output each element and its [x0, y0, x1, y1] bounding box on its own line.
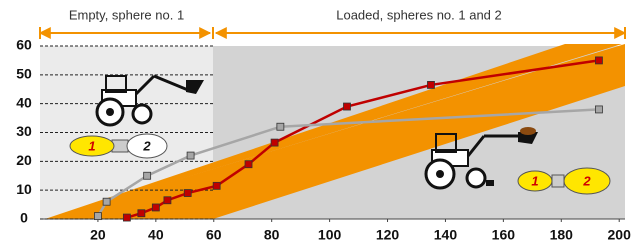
- y-tick-label: 50: [16, 66, 32, 82]
- data-point: [343, 103, 350, 110]
- y-tick-label: 10: [16, 181, 32, 197]
- annotation: Empty, sphere no. 1: [69, 7, 184, 22]
- data-point: [187, 152, 194, 159]
- x-tick-label: 180: [550, 227, 574, 243]
- data-point: [595, 57, 602, 64]
- x-tick-label: 200: [608, 227, 632, 243]
- data-point: [213, 182, 220, 189]
- data-point: [271, 139, 278, 146]
- y-tick-label: 40: [16, 94, 32, 110]
- data-point: [277, 123, 284, 130]
- x-tick-label: 160: [492, 227, 516, 243]
- data-point: [152, 204, 159, 211]
- x-tick-label: 120: [376, 227, 400, 243]
- x-tick-label: 100: [318, 227, 342, 243]
- data-point: [427, 81, 434, 88]
- data-point: [123, 214, 130, 221]
- y-tick-label: 60: [16, 37, 32, 53]
- x-tick-label: 80: [264, 227, 280, 243]
- x-tick-label: 20: [90, 227, 106, 243]
- x-tick-label: 140: [434, 227, 458, 243]
- data-point: [138, 210, 145, 217]
- sphere-label: 1: [88, 138, 95, 153]
- sphere-label: 1: [531, 173, 538, 188]
- data-point: [94, 213, 101, 220]
- data-point: [595, 106, 602, 113]
- chart: Empty, sphere no. 1 Loaded, spheres no. 1…: [0, 0, 640, 248]
- data-point: [184, 190, 191, 197]
- data-point: [144, 172, 151, 179]
- data-point: [245, 161, 252, 168]
- y-tick-label: 0: [20, 210, 28, 226]
- x-tick-label: 40: [148, 227, 164, 243]
- y-tick-label: 30: [16, 123, 32, 139]
- data-point: [103, 198, 110, 205]
- connector: [552, 175, 564, 187]
- x-tick-label: 60: [206, 227, 222, 243]
- annotation: Loaded, spheres no. 1 and 2: [336, 7, 502, 22]
- data-point: [164, 197, 171, 204]
- sphere-label: 2: [142, 138, 151, 153]
- y-tick-label: 20: [16, 152, 32, 168]
- sphere-label: 2: [582, 173, 591, 188]
